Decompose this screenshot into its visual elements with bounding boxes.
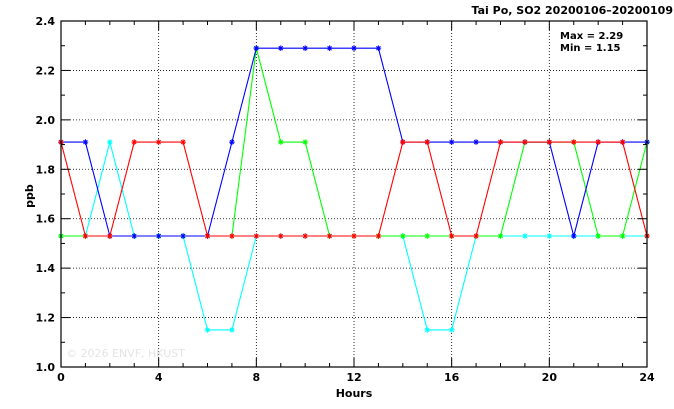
y-tick-label: 1.8 — [36, 163, 56, 176]
x-tick-label: 8 — [253, 371, 261, 384]
data-point — [107, 139, 113, 145]
data-point — [522, 139, 528, 145]
data-point — [302, 45, 308, 51]
series-4 — [58, 139, 650, 239]
data-point — [204, 327, 211, 333]
series-layer — [58, 45, 650, 333]
data-point — [473, 139, 479, 145]
data-point — [351, 45, 357, 51]
y-tick-labels: 1.0 1.2 1.4 1.6 1.8 2.0 2.2 2.4 — [36, 15, 56, 374]
data-point — [277, 45, 284, 51]
max-stat: Max = 2.29 — [560, 31, 623, 42]
data-point — [400, 233, 406, 239]
data-point — [253, 233, 260, 239]
data-point — [180, 139, 186, 145]
data-point — [155, 233, 162, 239]
data-point — [82, 233, 89, 239]
y-tick-label: 2.4 — [36, 15, 56, 28]
data-point — [131, 233, 138, 239]
data-point — [229, 233, 235, 239]
data-point — [204, 233, 211, 239]
axis-ticks — [60, 20, 648, 368]
data-point — [497, 233, 504, 239]
data-point — [180, 233, 186, 239]
data-point — [302, 139, 308, 145]
data-point — [82, 139, 89, 145]
watermark-text: © 2026 ENVF, HKUST — [66, 347, 185, 360]
grid-lines — [61, 21, 647, 367]
y-tick-label: 1.0 — [36, 361, 56, 374]
data-point — [448, 233, 455, 239]
data-point — [253, 45, 260, 51]
y-axis-label: ppb — [23, 184, 36, 208]
data-point — [277, 139, 284, 145]
y-tick-label: 1.2 — [36, 312, 56, 325]
x-tick-label: 16 — [444, 371, 460, 384]
x-tick-label: 24 — [639, 371, 655, 384]
x-tick-labels: 0 4 8 12 16 20 24 — [57, 371, 655, 384]
data-point — [570, 139, 577, 145]
data-point — [448, 327, 455, 333]
data-point — [424, 139, 431, 145]
y-tick-label: 2.2 — [36, 64, 56, 77]
x-tick-label: 4 — [155, 371, 163, 384]
data-point — [595, 139, 601, 145]
data-point — [619, 233, 626, 239]
data-point — [302, 233, 308, 239]
data-point — [570, 233, 577, 239]
data-point — [546, 233, 553, 239]
data-point — [424, 327, 431, 333]
data-point — [546, 139, 553, 145]
data-point — [375, 233, 382, 239]
data-point — [107, 233, 113, 239]
data-point — [229, 139, 235, 145]
data-point — [619, 139, 626, 145]
data-point — [400, 139, 406, 145]
data-point — [155, 139, 162, 145]
data-point — [326, 45, 333, 51]
data-point — [448, 139, 455, 145]
data-point — [473, 233, 479, 239]
data-point — [277, 233, 284, 239]
y-tick-label: 1.6 — [36, 213, 56, 226]
data-point — [229, 327, 235, 333]
data-point — [326, 233, 333, 239]
data-point — [131, 139, 138, 145]
data-point — [595, 233, 601, 239]
data-point — [522, 233, 528, 239]
x-tick-label: 12 — [346, 371, 361, 384]
data-point — [424, 233, 431, 239]
chart-title: Tai Po, SO2 20200106–20200109 — [472, 4, 673, 17]
data-point — [351, 233, 357, 239]
y-tick-label: 1.4 — [36, 262, 56, 275]
data-point — [375, 45, 382, 51]
data-point — [497, 139, 504, 145]
min-stat: Min = 1.15 — [560, 43, 621, 54]
x-tick-label: 20 — [542, 371, 558, 384]
x-tick-label: 0 — [57, 371, 65, 384]
y-tick-label: 2.0 — [36, 114, 56, 127]
x-axis-label: Hours — [336, 387, 373, 400]
